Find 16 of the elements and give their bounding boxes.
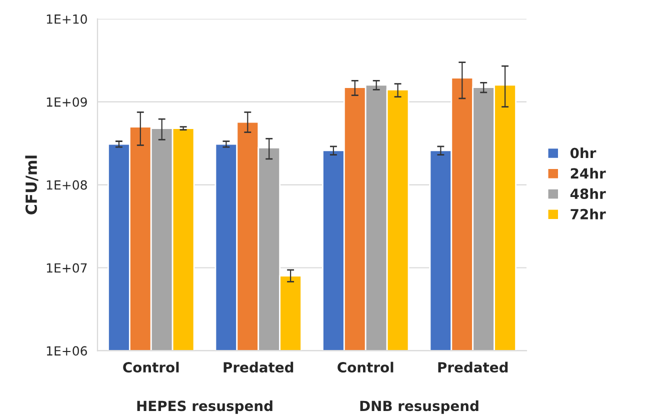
y-tick-label: 1E+08 [46, 180, 87, 190]
y-tick-label: 1E+10 [46, 14, 87, 24]
legend-label: 0hr [570, 148, 596, 158]
y-tick-label: 1E+09 [46, 97, 87, 107]
y-tick-label: 1E+06 [46, 346, 87, 356]
x-tick-label: Predated [224, 362, 294, 373]
y-axis-title: CFU/ml [25, 156, 38, 214]
text: DNB resuspend [360, 400, 478, 414]
x-tick-label: Predated [438, 362, 508, 373]
x-tick-label: Control [338, 362, 394, 373]
x-tick-label: Control [123, 362, 179, 373]
legend-label: 72hr [570, 208, 606, 220]
legend-label: 24hr [570, 168, 606, 178]
text: HEPES resuspend [137, 400, 272, 414]
legend-label: 48hr [570, 188, 606, 200]
y-tick-label: 1E+07 [46, 263, 87, 273]
